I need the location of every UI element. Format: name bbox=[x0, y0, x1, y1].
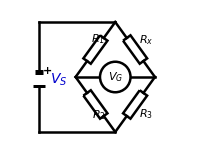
Text: $V_G$: $V_G$ bbox=[108, 70, 123, 84]
Text: $V_S$: $V_S$ bbox=[50, 72, 67, 88]
Text: $R_x$: $R_x$ bbox=[139, 33, 153, 47]
Text: $R_3$: $R_3$ bbox=[139, 107, 153, 121]
Circle shape bbox=[100, 62, 131, 92]
Text: $R_2$: $R_2$ bbox=[92, 108, 105, 122]
Text: $R_1$: $R_1$ bbox=[91, 32, 105, 46]
Text: +: + bbox=[43, 66, 52, 76]
